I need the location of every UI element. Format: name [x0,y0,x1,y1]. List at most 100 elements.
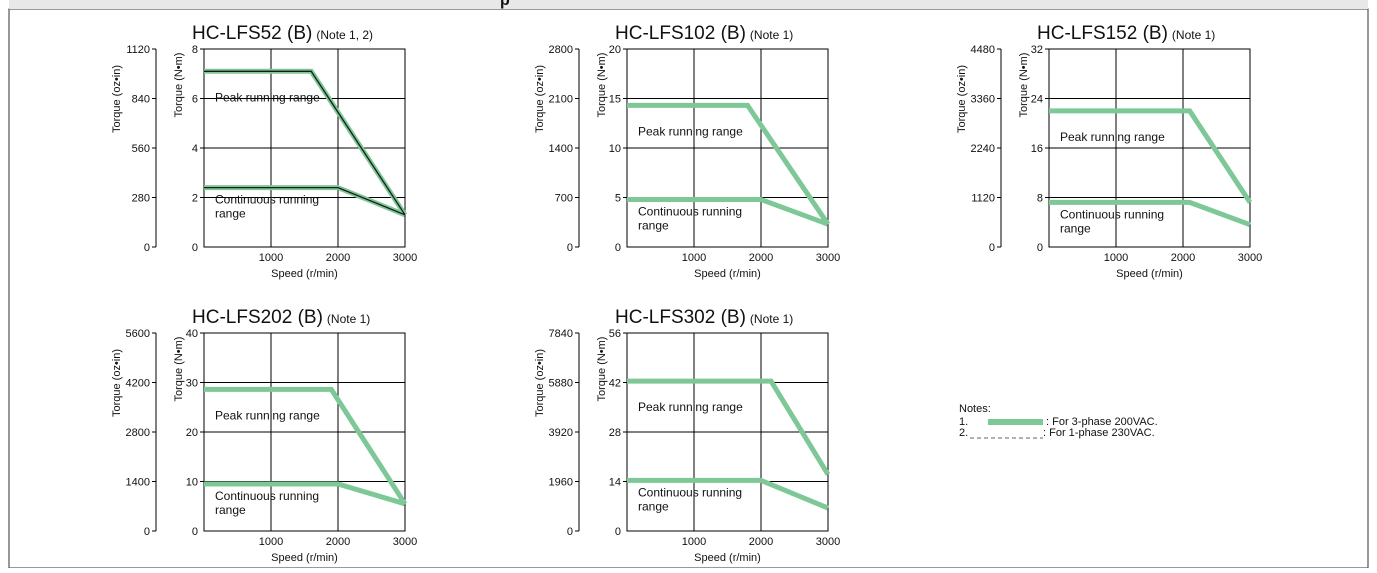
y2-tick-label: 5880 [549,378,573,390]
notes-title: Notes: [959,403,991,415]
y2-tick-label: 2800 [549,44,573,56]
header-fragment: p [500,0,510,9]
x-tick-label: 3000 [816,536,840,548]
y-axis-label-ozin: Torque (oz•in) [534,349,546,417]
series-line-3-phase [627,102,831,226]
continuous-range-label-line2: range [1060,221,1091,235]
y2-tick-label: 4200 [126,378,150,390]
y2-tick-label: 0 [567,526,573,538]
y-tick-label: 42 [609,378,621,390]
page-top-band [9,0,1368,9]
continuous-range-label-line1: Continuous running [638,485,742,499]
continuous-range-label-line2: range [215,503,246,517]
series-line-3-phase [1049,108,1253,204]
y-tick-label: 0 [192,526,198,538]
y-tick-label: 0 [615,242,621,254]
y-tick-label: 4 [192,143,198,155]
x-tick-label: 1000 [1104,252,1128,264]
y2-tick-label: 0 [144,526,150,538]
chart-title-note: (Note 1) [327,312,370,326]
continuous-range-label-line2: range [215,207,246,221]
torque-chart: HC-LFS152 (B) (Note 1) 1000 2000 3000 Speed (… [956,23,1262,280]
y-axis-label-nm: Torque (N•m) [1018,53,1030,118]
y-tick-label: 20 [609,44,621,56]
chart-title: HC-LFS152 (B) [1037,23,1168,44]
continuous-range-label-line1: Continuous running [638,204,742,218]
torque-chart: HC-LFS52 (B) (Note 1, 2) 1000 2000 3000 Speed… [111,23,417,280]
y2-tick-label: 1400 [549,143,573,155]
y-tick-label: 40 [186,328,198,340]
y2-tick-label: 700 [555,193,573,205]
x-tick-label: 2000 [326,252,350,264]
y-axis-label-ozin: Torque (oz•in) [534,65,546,133]
y-tick-label: 15 [609,94,621,106]
y-tick-label: 10 [609,143,621,155]
x-tick-label: 1000 [682,536,706,548]
series-line-3-phase [627,477,829,511]
chart-title: HC-LFS102 (B) [615,23,746,44]
note-1-text: : For 3-phase 200VAC. [1046,416,1158,428]
peak-range-label: Peak running range [215,90,320,104]
y-tick-label: 8 [192,44,198,56]
y2-tick-label: 0 [989,242,995,254]
note-2-number: 2. [959,427,968,439]
x-tick-label: 1000 [682,252,706,264]
y-tick-label: 30 [186,378,198,390]
y2-tick-label: 1960 [549,477,573,489]
y-tick-label: 20 [186,427,198,439]
continuous-range-label-line2: range [638,499,669,513]
series-line-3-phase [627,378,831,476]
notes-block: Notes: 1. : For 3-phase 200VAC. 2. : For… [959,403,1158,439]
note-1-number: 1. [959,416,968,428]
series-line-3-phase [627,197,829,227]
y-axis-label-ozin: Torque (oz•in) [111,65,123,133]
series-line-3-phase [1049,199,1251,228]
y-tick-label: 6 [192,94,198,106]
y-tick-label: 0 [192,242,198,254]
note-2-text: : For 1-phase 230VAC. [1043,427,1155,439]
x-tick-label: 3000 [1238,252,1262,264]
charts-group: HC-LFS52 (B) (Note 1, 2)1000 2000 3000Speed… [111,23,1262,564]
y-tick-label: 0 [615,526,621,538]
chart-title: HC-LFS302 (B) [615,307,746,328]
y-tick-label: 10 [186,477,198,489]
y2-tick-label: 2800 [126,427,150,439]
y-tick-label: 16 [1031,143,1043,155]
y-axis-label-nm: Torque (N•m) [173,337,185,402]
peak-range-label: Peak running range [1060,130,1165,144]
continuous-range-label-line1: Continuous running [215,193,319,207]
x-tick-label: 2000 [326,536,350,548]
y-axis-label-nm: Torque (N•m) [596,337,608,402]
y-tick-label: 8 [1037,193,1043,205]
y-tick-label: 5 [615,193,621,205]
series-line-1-phase [204,186,406,216]
y-axis-label-ozin: Torque (oz•in) [956,65,968,133]
series-line-3-phase [204,386,408,506]
peak-range-label: Peak running range [638,400,743,414]
chart-title-note: (Note 1) [1172,28,1215,42]
x-tick-label: 3000 [816,252,840,264]
y2-tick-label: 1120 [126,44,150,56]
y2-tick-label: 560 [132,143,150,155]
y-axis-label-nm: Torque (N•m) [596,53,608,118]
series-line-1-phase [204,70,406,216]
chart-title-note: (Note 1) [750,312,793,326]
y-tick-label: 56 [609,328,621,340]
y-tick-label: 28 [609,427,621,439]
chart-title: HC-LFS202 (B) [192,307,323,328]
x-tick-label: 1000 [259,536,283,548]
y-tick-label: 2 [192,193,198,205]
y2-tick-label: 280 [132,193,150,205]
y2-tick-label: 3360 [971,94,995,106]
y-axis-label-ozin: Torque (oz•in) [111,349,123,417]
continuous-range-label-line1: Continuous running [215,489,319,503]
x-axis-label: Speed (r/min) [694,552,761,564]
y2-tick-label: 5600 [126,328,150,340]
series-line-3-phase [204,481,406,507]
x-tick-label: 2000 [749,252,773,264]
y2-tick-label: 7840 [549,328,573,340]
x-tick-label: 2000 [1171,252,1195,264]
